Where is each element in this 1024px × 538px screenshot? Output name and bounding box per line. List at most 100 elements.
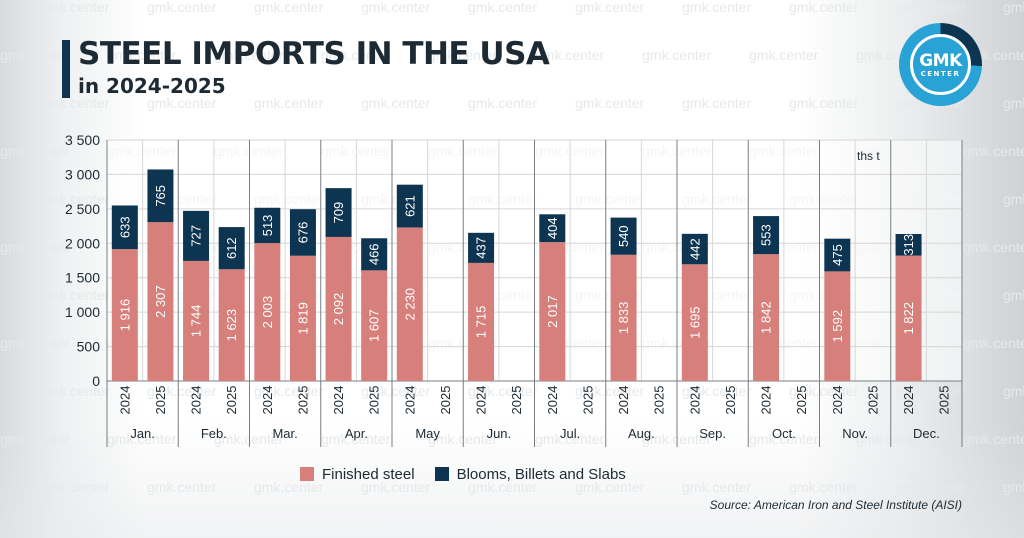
- y-tick-label: 3 000: [65, 166, 100, 182]
- data-label-semis: 442: [687, 238, 702, 260]
- bar-semis: [610, 217, 637, 255]
- y-tick-label: 1 500: [65, 270, 100, 286]
- logo-badge: GMK CENTER: [910, 34, 971, 95]
- watermark-text: gmk.center: [107, 47, 177, 63]
- watermark-text: gmk.center: [254, 0, 324, 15]
- bar-finished-steel: [325, 236, 352, 381]
- bar-semis: [824, 238, 851, 272]
- data-label-finished-steel: 1 715: [474, 306, 489, 339]
- chart-subtitle: in 2024-2025: [78, 74, 226, 98]
- x-tick-label-month: Mar.: [272, 426, 297, 441]
- watermark-text: gmk.center: [1003, 383, 1024, 399]
- watermark-text: gmk.center: [682, 383, 752, 399]
- x-tick-label-year: 2024: [402, 386, 417, 415]
- bar-semis: [254, 207, 281, 244]
- data-label-finished-steel: 1 916: [117, 299, 132, 332]
- x-tick-label-year: 2024: [759, 386, 774, 415]
- bar-finished-steel: [361, 270, 388, 381]
- bar-semis: [753, 216, 780, 255]
- data-label-semis: 633: [117, 216, 132, 238]
- x-tick-label-year: 2024: [830, 386, 845, 415]
- legend-item-finished-steel: Finished steel: [300, 466, 415, 483]
- source-note: Source: American Iron and Steel Institut…: [709, 498, 962, 512]
- data-label-semis: 475: [830, 244, 845, 266]
- watermark-text: gmk.center: [147, 383, 217, 399]
- watermark-text: gmk.center: [1003, 479, 1024, 495]
- x-tick-label-year: 2025: [652, 386, 667, 415]
- x-tick-label-month: Dec.: [913, 426, 940, 441]
- data-label-finished-steel: 1 819: [295, 302, 310, 335]
- watermark-text: gmk.center: [254, 383, 324, 399]
- watermark-text: gmk.center: [896, 383, 966, 399]
- x-tick-label-year: 2025: [295, 386, 310, 415]
- watermark-text: gmk.center: [642, 47, 712, 63]
- data-label-finished-steel: 1 744: [189, 305, 204, 338]
- x-tick-label-month: Jun.: [487, 426, 512, 441]
- x-tick-label-year: 2025: [153, 386, 168, 415]
- logo-subtext: CENTER: [920, 69, 961, 78]
- bar-finished-steel: [681, 264, 708, 381]
- legend: Finished steel Blooms, Billets and Slabs: [300, 463, 626, 485]
- watermark-text: gmk.center: [896, 479, 966, 495]
- watermark-text: gmk.center: [575, 479, 645, 495]
- y-tick-label: 500: [77, 339, 101, 355]
- watermark-text: gmk.center: [789, 479, 859, 495]
- watermark-text: gmk.center: [361, 95, 431, 111]
- data-label-semis: 765: [153, 185, 168, 207]
- data-label-finished-steel: 2 003: [260, 296, 275, 329]
- watermark-text: gmk.center: [1003, 287, 1024, 303]
- bar-semis: [289, 209, 316, 256]
- watermark-text: gmk.center: [535, 431, 605, 447]
- watermark-text: gmk.center: [468, 0, 538, 15]
- watermark-text: gmk.center: [254, 479, 324, 495]
- data-label-finished-steel: 1 822: [901, 302, 916, 335]
- data-label-semis: 513: [260, 215, 275, 237]
- x-tick-label-year: 2025: [224, 386, 239, 415]
- data-label-semis: 404: [545, 217, 560, 239]
- bar-semis: [325, 188, 352, 237]
- bar-finished-steel: [254, 243, 281, 381]
- watermark-text: gmk.center: [0, 431, 70, 447]
- data-label-finished-steel: 1 592: [830, 310, 845, 343]
- bar-finished-steel: [610, 254, 637, 381]
- background-steel-photo: [0, 418, 1024, 538]
- y-tick-label: 3 500: [65, 132, 100, 148]
- x-tick-label-year: 2025: [723, 386, 738, 415]
- data-label-semis: 727: [189, 225, 204, 247]
- legend-swatch-semis: [434, 467, 449, 481]
- watermark-text: gmk.center: [147, 95, 217, 111]
- legend-label-finished-steel: Finished steel: [322, 465, 415, 483]
- x-tick-label-year: 2025: [865, 386, 880, 415]
- data-label-finished-steel: 2 017: [545, 295, 560, 328]
- watermark-text: gmk.center: [789, 95, 859, 111]
- x-tick-label-year: 2024: [189, 386, 204, 415]
- x-tick-label-year: 2024: [687, 386, 702, 415]
- data-label-semis: 553: [759, 224, 774, 246]
- x-tick-label-year: 2025: [509, 386, 524, 415]
- bar-finished-steel: [895, 255, 922, 381]
- watermark-text: gmk.center: [749, 431, 819, 447]
- x-tick-label-year: 2024: [117, 386, 132, 415]
- data-label-finished-steel: 2 230: [402, 288, 417, 321]
- x-tick-label-month: Feb.: [201, 426, 227, 441]
- x-tick-label-year: 2024: [474, 386, 489, 415]
- x-tick-label-year: 2025: [794, 386, 809, 415]
- bar-semis: [681, 233, 708, 265]
- watermark-text: gmk.center: [40, 191, 110, 207]
- bar-finished-steel: [218, 269, 245, 381]
- watermark-text: gmk.center: [896, 0, 966, 15]
- x-tick-label-year: 2025: [367, 386, 382, 415]
- data-label-semis: 621: [402, 195, 417, 217]
- watermark-text: gmk.center: [468, 383, 538, 399]
- gmk-center-logo: GMK CENTER: [899, 23, 982, 106]
- watermark-text: gmk.center: [321, 431, 391, 447]
- watermark-text: gmk.center: [40, 383, 110, 399]
- bar-finished-steel: [396, 227, 423, 381]
- data-label-finished-steel: 1 695: [687, 306, 702, 339]
- bar-finished-steel: [289, 255, 316, 381]
- x-tick-label-year: 2025: [580, 386, 595, 415]
- watermark-text: gmk.center: [147, 0, 217, 15]
- watermark-text: gmk.center: [789, 383, 859, 399]
- bar-finished-steel: [183, 260, 210, 381]
- watermark-text: gmk.center: [361, 479, 431, 495]
